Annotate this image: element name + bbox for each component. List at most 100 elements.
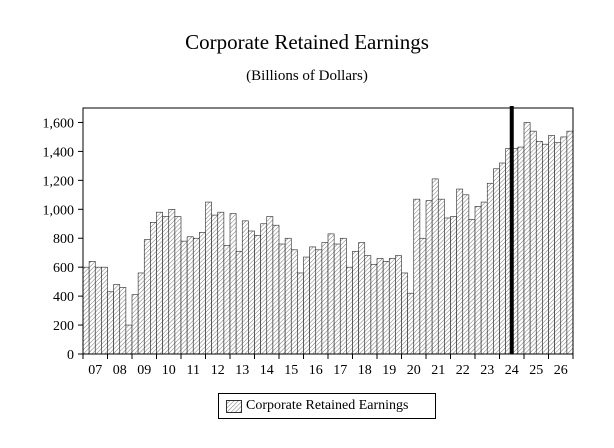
bar (339, 237, 347, 355)
bar (290, 249, 298, 355)
bar (517, 146, 525, 355)
bar (211, 214, 219, 355)
bar (297, 272, 304, 355)
x-tick-label: 22 (456, 363, 470, 378)
bar (199, 232, 206, 355)
bar (535, 140, 543, 355)
bar (346, 266, 353, 355)
bar (254, 235, 261, 355)
bar (309, 246, 317, 355)
y-tick-label: 1,600 (43, 116, 75, 131)
bar (364, 255, 372, 355)
bar (101, 266, 108, 355)
bar (162, 216, 170, 355)
bar (450, 216, 457, 355)
bar (474, 206, 482, 355)
bar (217, 211, 225, 355)
bar (486, 182, 494, 355)
x-tick-label: 07 (88, 363, 102, 378)
y-tick-label: 800 (53, 232, 74, 247)
bar (542, 143, 549, 355)
bar (388, 258, 396, 355)
bar (407, 292, 415, 355)
x-tick-label: 09 (137, 363, 151, 378)
bar (327, 233, 335, 355)
bar (352, 250, 359, 355)
bar (125, 324, 133, 355)
y-tick-label: 1,000 (43, 203, 75, 218)
bar (401, 272, 408, 355)
bar (272, 224, 280, 355)
bar (94, 266, 102, 355)
bar (566, 130, 574, 355)
bar (168, 208, 176, 355)
y-tick-label: 200 (53, 319, 74, 334)
x-tick-label: 11 (187, 363, 200, 378)
bar (174, 216, 182, 355)
y-tick-label: 0 (67, 348, 74, 363)
bar (444, 217, 451, 355)
legend: Corporate Retained Earnings (218, 393, 436, 419)
y-tick-label: 600 (53, 261, 74, 276)
x-tick-label: 08 (113, 363, 127, 378)
bar (248, 230, 255, 355)
bar (431, 178, 439, 355)
bar (425, 200, 433, 355)
bar (456, 188, 464, 355)
bar (370, 263, 378, 355)
bar (462, 194, 470, 355)
y-tick-label: 1,400 (43, 145, 75, 160)
bar (523, 122, 531, 355)
x-tick-label: 13 (235, 363, 249, 378)
bar (560, 136, 568, 355)
bar (358, 242, 366, 355)
bar (180, 240, 188, 355)
bar (205, 201, 212, 355)
bar (315, 249, 323, 355)
y-tick-label: 400 (53, 290, 74, 305)
bar (278, 243, 286, 355)
bar (437, 198, 445, 355)
bar (395, 255, 402, 355)
x-tick-label: 12 (211, 363, 225, 378)
x-tick-label: 25 (529, 363, 543, 378)
bar (229, 213, 237, 355)
x-tick-label: 21 (431, 363, 445, 378)
x-tick-label: 16 (309, 363, 323, 378)
chart-title: Corporate Retained Earnings (185, 30, 429, 54)
bar (554, 142, 562, 355)
bar (382, 261, 390, 355)
axes: 0 200 400 600 800 1,000 1,200 1,400 1,600 07 08 09 1… (43, 106, 574, 378)
x-tick-label: 18 (358, 363, 372, 378)
bar (113, 284, 121, 355)
legend-label: Corporate Retained Earnings (246, 398, 409, 413)
bar (119, 287, 127, 355)
x-tick-label: 10 (162, 363, 176, 378)
bar (419, 237, 427, 355)
x-tick-label: 23 (480, 363, 494, 378)
bar (192, 237, 200, 355)
bar (150, 222, 157, 355)
legend-swatch (226, 400, 242, 413)
bar (493, 168, 500, 355)
x-tick-label: 15 (284, 363, 298, 378)
bar (143, 239, 151, 355)
bar (156, 211, 163, 355)
bar (303, 256, 310, 355)
bar (376, 258, 384, 355)
chart-subtitle: (Billions of Dollars) (246, 68, 368, 84)
bar (284, 237, 292, 355)
bar (548, 135, 555, 355)
bar (88, 261, 96, 355)
bar (529, 130, 537, 355)
x-tick-label: 17 (333, 363, 347, 378)
bar-series (82, 122, 574, 355)
bar (107, 291, 114, 355)
bar (82, 266, 90, 355)
bar (413, 198, 421, 355)
bar (468, 219, 476, 355)
bar (186, 236, 194, 355)
bar (321, 242, 329, 355)
bar (499, 162, 506, 355)
